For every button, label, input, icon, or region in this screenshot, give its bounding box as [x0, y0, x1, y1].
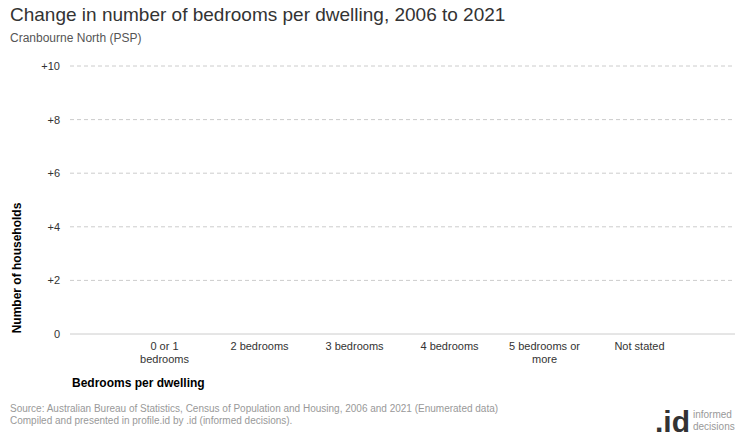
x-tick-label: Not stated: [614, 340, 664, 352]
bar: [136, 334, 193, 335]
bar: [326, 334, 383, 335]
bar: [231, 334, 288, 335]
grid-line: [70, 119, 735, 120]
x-tick-label: 2 bedrooms: [230, 340, 289, 352]
x-tick-label: 3 bedrooms: [325, 340, 384, 352]
logo-tagline: decisions: [693, 421, 735, 432]
bar: [421, 334, 478, 335]
y-tick-label: +4: [47, 221, 60, 233]
y-tick-label: +8: [47, 114, 60, 126]
x-tick-label-line: 3 bedrooms: [325, 340, 384, 352]
x-tick-label: 4 bedrooms: [420, 340, 479, 352]
grid-line: [70, 173, 735, 174]
subtitle: Cranbourne North (PSP): [10, 31, 141, 45]
x-tick-label-line: 4 bedrooms: [420, 340, 479, 352]
chart: Change in number of bedrooms per dwellin…: [0, 0, 740, 440]
source: Compiled and presented in profile.id by …: [10, 415, 292, 426]
x-tick-label: 0 or 1bedrooms: [140, 340, 189, 365]
bar: [516, 334, 573, 335]
x-tick-label-line: 2 bedrooms: [230, 340, 289, 352]
logo: .id: [655, 405, 690, 438]
y-axis-line: [70, 66, 71, 334]
title: Change in number of bedrooms per dwellin…: [10, 4, 505, 25]
y-tick-label: +10: [41, 60, 60, 72]
x-tick-label-line: more: [532, 353, 557, 365]
grid-line: [70, 334, 735, 335]
x-axis-title: Bedrooms per dwelling: [72, 376, 205, 390]
grid-line: [70, 226, 735, 227]
y-tick-label: 0: [54, 328, 60, 340]
grid-line: [70, 66, 735, 67]
y-axis-title: Number of households: [10, 202, 24, 333]
grid-line: [70, 280, 735, 281]
logo-tagline: informed: [693, 409, 732, 420]
x-tick-label-line: 0 or 1: [150, 340, 178, 352]
x-tick-label-line: 5 bedrooms or: [509, 340, 580, 352]
x-tick-label-line: Not stated: [614, 340, 664, 352]
x-tick-label: 5 bedrooms ormore: [509, 340, 580, 365]
x-tick-label-line: bedrooms: [140, 353, 189, 365]
y-tick-label: +2: [47, 274, 60, 286]
bar: [611, 334, 668, 335]
y-tick-label: +6: [47, 167, 60, 179]
source: Source: Australian Bureau of Statistics,…: [10, 403, 498, 414]
